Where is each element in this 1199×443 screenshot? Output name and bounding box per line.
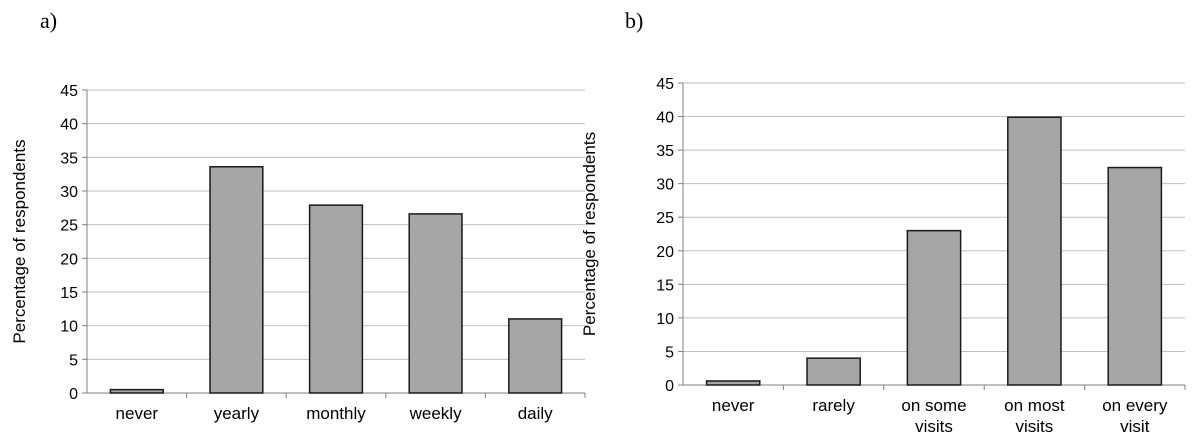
chart-b-category-label: visits [1016, 417, 1054, 436]
chart-b-category-label: visits [915, 417, 953, 436]
chart-b: 0 5 10 15 20 25 30 35 40 45 Percentage of responde… [580, 76, 1186, 436]
chart-a-bar [109, 388, 164, 394]
chart-b-ytick-label: 10 [656, 311, 674, 328]
chart-b-category-label: never [712, 396, 755, 415]
chart-a-ytick-label: 10 [60, 319, 78, 336]
chart-a-ytick-label: 20 [60, 251, 78, 268]
chart-b-bar [705, 380, 761, 386]
chart-b-category-label: rarely [812, 396, 855, 415]
chart-b-ytick-label: 5 [665, 344, 674, 361]
chart-a-ytick-label: 0 [69, 386, 78, 403]
chart-b-ytick-label: 25 [656, 210, 674, 227]
chart-b-ytick-label: 30 [656, 177, 674, 194]
chart-a-ytick-label: 15 [60, 285, 78, 302]
chart-b-bar [1107, 166, 1163, 386]
chart-a-ytick-label: 5 [69, 352, 78, 369]
chart-a-ytick-label: 30 [60, 184, 78, 201]
chart-a-bar [508, 318, 563, 394]
chart-a-bar [408, 213, 463, 394]
chart-b-bar [806, 357, 861, 386]
panel-label-a: a) [40, 8, 58, 33]
chart-a-category-label: yearly [214, 404, 260, 423]
chart-a-category-label: weekly [409, 404, 462, 423]
chart-a-bar [209, 166, 264, 394]
chart-a-bar [308, 204, 364, 394]
chart-b-bar [906, 229, 962, 386]
panel-label-b: b) [625, 8, 644, 33]
chart-a-category-label: daily [518, 404, 553, 423]
chart-b-category-label: on some [901, 396, 966, 415]
chart-a-ylabel: Percentage of respondents [10, 139, 29, 343]
chart-b-bar [1007, 116, 1062, 386]
chart-a: 0 5 10 15 20 25 30 35 40 45 Percentage of responde… [10, 83, 586, 423]
chart-b-ytick-label: 0 [665, 378, 674, 395]
chart-b-ytick-label: 40 [656, 110, 674, 127]
chart-b-ytick-label: 45 [656, 76, 674, 93]
chart-a-ytick-label: 25 [60, 218, 78, 235]
chart-b-category-label: visit [1120, 417, 1150, 436]
chart-a-ytick-label: 45 [60, 83, 78, 100]
chart-b-category-label: on every [1102, 396, 1168, 415]
chart-b-ytick-label: 20 [656, 244, 674, 261]
chart-a-ytick-label: 35 [60, 150, 78, 167]
chart-a-category-label: monthly [306, 404, 366, 423]
chart-a-category-label: never [116, 404, 159, 423]
chart-a-ytick-label: 40 [60, 117, 78, 134]
chart-b-ylabel: Percentage of respondents [580, 132, 599, 336]
chart-b-ytick-label: 15 [656, 277, 674, 294]
chart-b-category-label: on most [1004, 396, 1065, 415]
chart-b-ytick-label: 35 [656, 143, 674, 160]
